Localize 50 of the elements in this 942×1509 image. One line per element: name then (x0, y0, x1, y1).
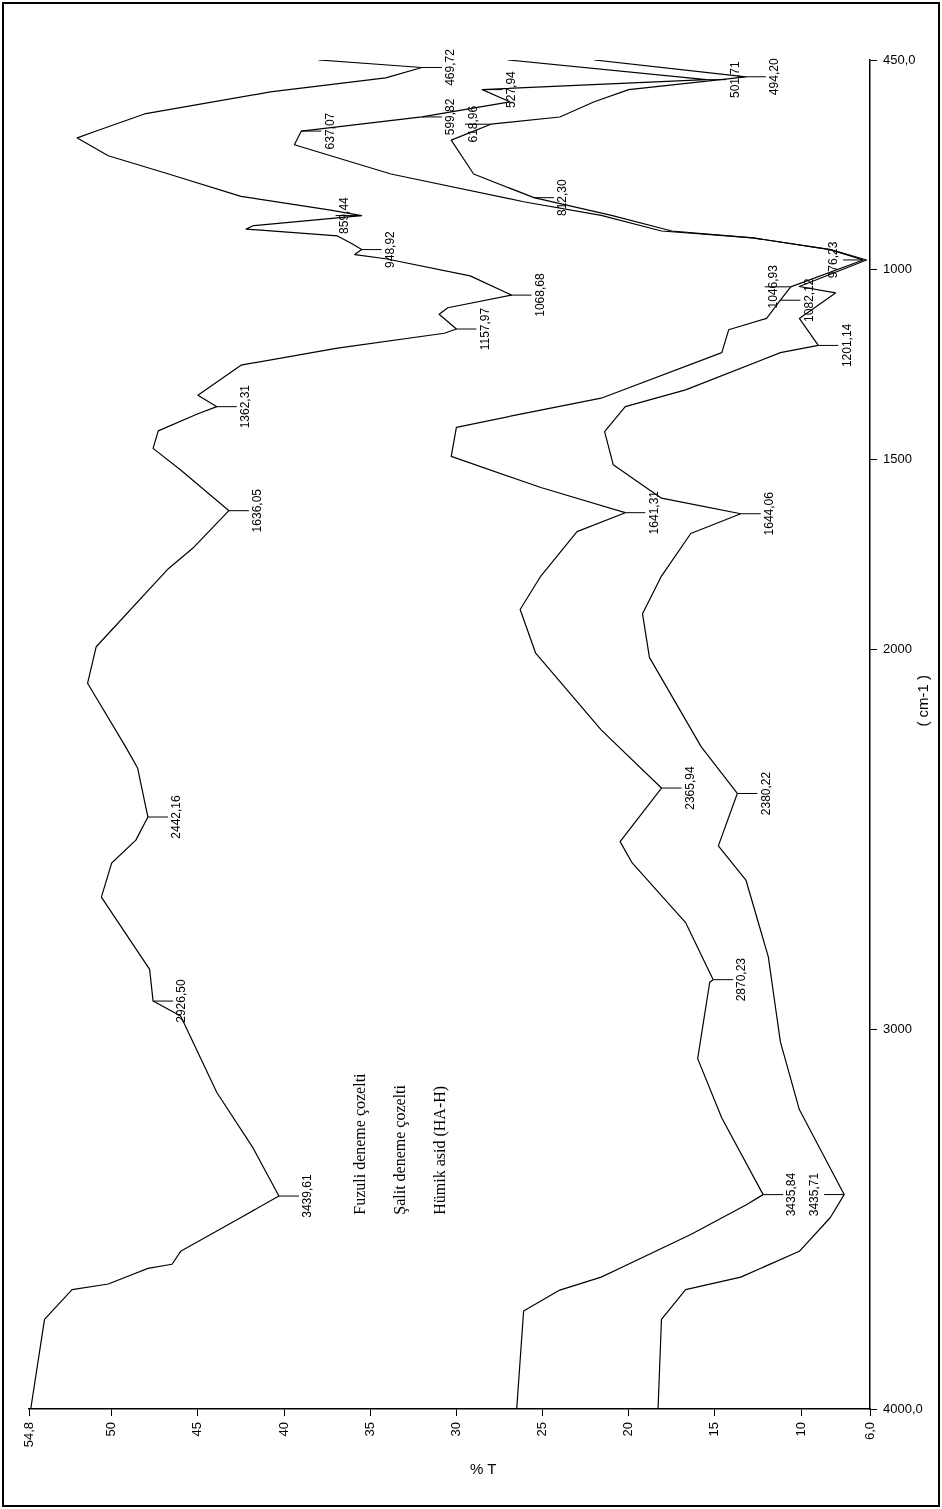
y-tick-label: 450,0 (883, 51, 916, 67)
y-axis-title: ( cm-1 ) (914, 674, 932, 727)
x-tick-label: 50 (103, 1422, 119, 1437)
y-tick-label: 1500 (883, 450, 912, 466)
x-tick-label: 20 (620, 1422, 636, 1437)
annotation: 1644,06 (762, 491, 777, 536)
annotation: 948,92 (382, 230, 397, 268)
annotation: 1362,31 (238, 384, 253, 429)
annotation: 637,07 (322, 112, 337, 150)
annotation: 2442,16 (169, 795, 184, 839)
x-tick-label: 30 (447, 1422, 463, 1437)
x-tick-label: 54,8 (20, 1422, 36, 1448)
annotation: 1641,31 (646, 490, 661, 535)
annotation: 976,23 (826, 241, 841, 279)
x-tick-label: 45 (189, 1422, 205, 1437)
annotation: 1046,93 (766, 264, 781, 309)
x-tick-label: 35 (361, 1422, 377, 1437)
y-tick-label: 2000 (883, 640, 912, 656)
y-tick-label: 3000 (883, 1020, 912, 1036)
annotation: 1636,05 (250, 488, 265, 533)
x-tick-label: 25 (534, 1422, 550, 1437)
annotation: 494,20 (767, 58, 782, 96)
annotation: 3435,71 (807, 1172, 822, 1217)
annotation: 1082,12 (801, 278, 816, 322)
annotation: 501,71 (727, 60, 742, 98)
x-tick-label: 6,0 (861, 1422, 877, 1441)
x-tick-label: 40 (275, 1422, 291, 1437)
annotation: 2365,94 (682, 766, 697, 810)
annotation: 599,82 (443, 98, 458, 136)
x-tick-label: 10 (792, 1422, 808, 1437)
annotation: Fuzuli deneme çozelti (350, 1072, 369, 1215)
annotation: 2380,22 (758, 771, 773, 816)
annotation: 3435,84 (784, 1172, 799, 1217)
annotation: 859,44 (336, 196, 351, 234)
annotation: 2870,23 (734, 957, 749, 1002)
annotation: 618,96 (466, 105, 481, 143)
annotation: Hümik asid (HA-H) (430, 1085, 449, 1215)
x-tick-label: 15 (706, 1422, 722, 1437)
annotation: 469,72 (443, 48, 458, 86)
y-tick-label: 1000 (883, 260, 912, 276)
annotation: Şalit deneme çozelti (390, 1084, 409, 1215)
x-axis-title: % T (469, 1460, 497, 1478)
annotation: 527,94 (503, 70, 518, 108)
annotation: 1157,97 (477, 307, 492, 351)
annotation: 1201,14 (839, 323, 854, 368)
annotation: 812,30 (555, 179, 570, 217)
y-tick-label: 4000,0 (883, 1400, 923, 1416)
annotation: 3439,61 (300, 1174, 315, 1218)
annotation: 1068,68 (532, 273, 547, 317)
annotation: 2926,50 (174, 979, 189, 1023)
